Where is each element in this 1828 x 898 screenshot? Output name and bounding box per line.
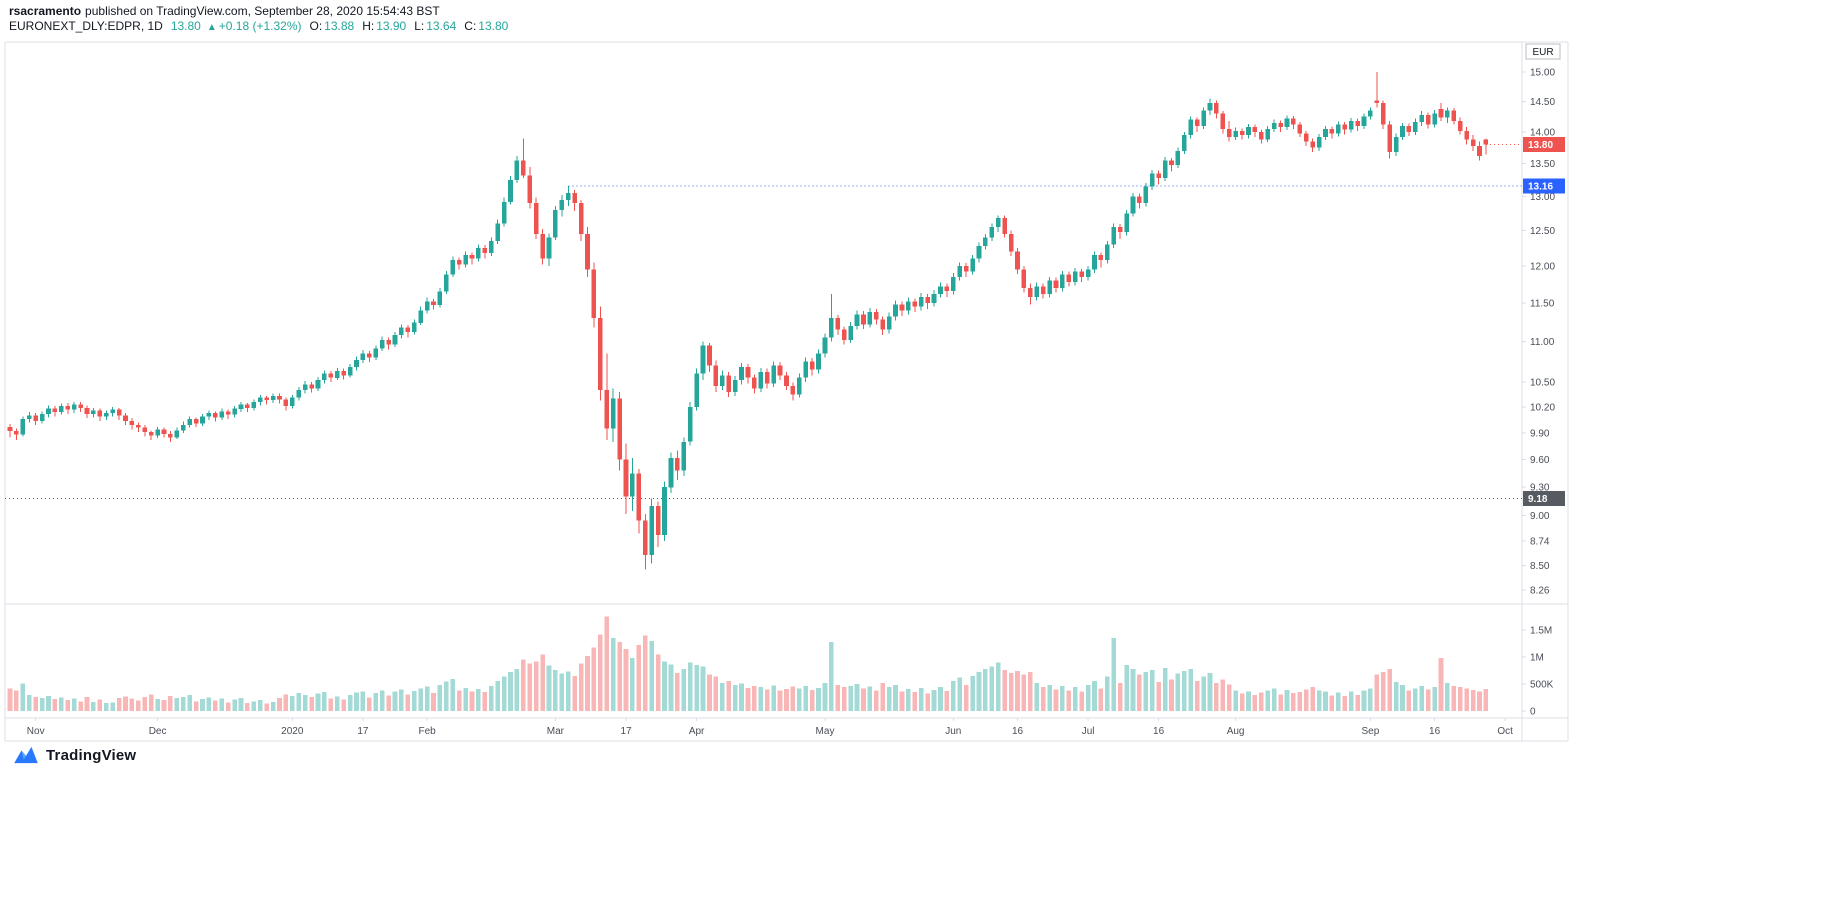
high-value: 13.90 xyxy=(376,19,407,33)
svg-text:Mar: Mar xyxy=(547,726,565,737)
volume-axis[interactable]: 1.5M 1M 500K 0 xyxy=(1522,626,1554,718)
svg-text:17: 17 xyxy=(620,726,632,737)
price-axis[interactable]: 15.00 14.50 14.00 13.50 13.00 12.50 12.00 11.50… xyxy=(1522,43,1561,597)
time-axis[interactable]: Nov Dec 2020 17 Feb Mar 17 Apr May Jun 16 Jul 16 Aug S… xyxy=(27,718,1513,737)
svg-text:8.74: 8.74 xyxy=(1530,537,1550,548)
svg-text:10.50: 10.50 xyxy=(1530,377,1555,388)
svg-text:13.00: 13.00 xyxy=(1530,192,1555,203)
svg-text:16: 16 xyxy=(1429,726,1441,737)
low-value: 13.64 xyxy=(426,19,457,33)
svg-text:Jul: Jul xyxy=(1082,726,1095,737)
symbol-title: EURONEXT_DLY:EDPR, 1D xyxy=(9,19,163,33)
low-label: L: xyxy=(414,19,425,33)
author-link[interactable]: rsacramento xyxy=(9,4,82,18)
svg-text:1.5M: 1.5M xyxy=(1530,626,1552,637)
tradingview-logo[interactable]: TradingView xyxy=(13,745,136,765)
svg-text:Jun: Jun xyxy=(945,726,961,737)
svg-text:500K: 500K xyxy=(1530,680,1554,691)
close-label: C: xyxy=(464,19,477,33)
publish-text: published on TradingView.com, September … xyxy=(85,4,440,18)
svg-text:9.18: 9.18 xyxy=(1528,494,1548,505)
volume-bars xyxy=(7,616,1489,711)
tradingview-logo-text: TradingView xyxy=(46,746,137,764)
candlesticks xyxy=(7,72,1489,570)
price-badges: 13.80 13.16 9.18 xyxy=(1523,137,1565,506)
svg-text:15.00: 15.00 xyxy=(1530,68,1555,79)
svg-text:14.00: 14.00 xyxy=(1530,128,1555,139)
svg-text:9.00: 9.00 xyxy=(1530,511,1550,522)
svg-text:0: 0 xyxy=(1530,707,1536,718)
level-lines xyxy=(5,144,1522,499)
svg-text:May: May xyxy=(816,726,835,737)
last-price: 13.80 xyxy=(170,19,201,33)
svg-text:12.00: 12.00 xyxy=(1530,261,1555,272)
svg-text:Sep: Sep xyxy=(1362,726,1380,737)
svg-text:2020: 2020 xyxy=(281,726,304,737)
svg-text:Nov: Nov xyxy=(27,726,45,737)
svg-text:Aug: Aug xyxy=(1227,726,1245,737)
svg-text:16: 16 xyxy=(1012,726,1024,737)
close-value: 13.80 xyxy=(478,19,509,33)
svg-text:9.60: 9.60 xyxy=(1530,455,1550,466)
svg-text:8.50: 8.50 xyxy=(1530,561,1550,572)
svg-text:11.00: 11.00 xyxy=(1530,337,1555,348)
publish-info: rsacramento published on TradingView.com,… xyxy=(9,4,440,18)
svg-text:16: 16 xyxy=(1153,726,1165,737)
svg-text:10.20: 10.20 xyxy=(1530,403,1555,414)
open-label: O: xyxy=(309,19,323,33)
svg-text:EUR: EUR xyxy=(1532,47,1553,58)
grid-borders xyxy=(4,41,1569,742)
svg-text:11.50: 11.50 xyxy=(1530,298,1555,309)
symbol-info: EURONEXT_DLY:EDPR, 1D 13.80 ▲ +0.18 (+1.32%… xyxy=(9,19,508,33)
svg-text:9.30: 9.30 xyxy=(1530,483,1550,494)
svg-text:9.90: 9.90 xyxy=(1530,429,1550,440)
open-value: 13.88 xyxy=(324,19,355,33)
svg-text:Dec: Dec xyxy=(149,726,167,737)
svg-text:13.80: 13.80 xyxy=(1528,140,1553,151)
tradingview-logo-icon xyxy=(14,746,38,764)
up-triangle-icon: ▲ xyxy=(206,22,217,33)
svg-text:12.50: 12.50 xyxy=(1530,226,1555,237)
svg-text:13.50: 13.50 xyxy=(1530,159,1555,170)
svg-text:1M: 1M xyxy=(1530,653,1544,664)
svg-text:Feb: Feb xyxy=(418,726,436,737)
svg-text:Apr: Apr xyxy=(689,726,705,737)
svg-text:14.50: 14.50 xyxy=(1530,97,1555,108)
svg-text:17: 17 xyxy=(357,726,369,737)
change-value: +0.18 (+1.32%) xyxy=(218,19,302,33)
high-label: H: xyxy=(362,19,375,33)
svg-text:13.16: 13.16 xyxy=(1528,181,1553,192)
svg-text:Oct: Oct xyxy=(1497,726,1513,737)
svg-text:8.26: 8.26 xyxy=(1530,586,1550,597)
